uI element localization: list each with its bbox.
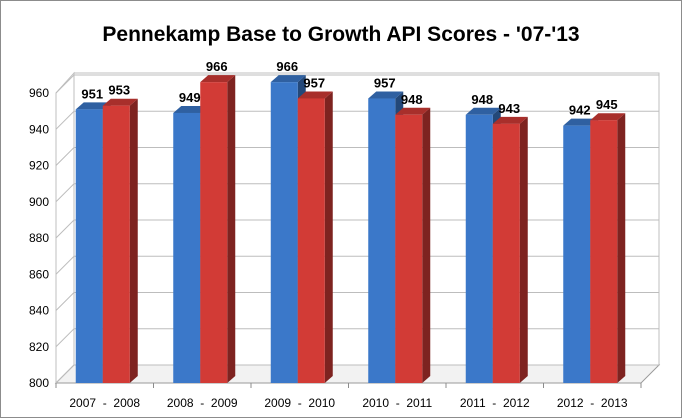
data-label: 949 <box>179 90 201 105</box>
bar-top <box>368 91 404 99</box>
bar-front <box>75 109 103 383</box>
y-axis-ticks: 800 820 840 860 880 900 920 940 960 <box>29 86 49 390</box>
gridline <box>55 147 659 166</box>
bar-top <box>75 102 111 110</box>
bar-front <box>270 82 298 383</box>
data-label: 945 <box>596 97 618 112</box>
bar <box>590 113 626 383</box>
bar-front <box>590 120 618 383</box>
x-tick-label: 2011 - 2012 <box>460 396 530 410</box>
x-tick-label: 2009 - 2010 <box>264 396 335 410</box>
bar <box>395 107 431 383</box>
bar-top <box>297 91 333 99</box>
data-label: 948 <box>471 92 493 107</box>
bar-front <box>200 82 228 383</box>
gridlines <box>55 74 659 384</box>
y-tick-label: 820 <box>29 340 49 354</box>
bar-side <box>227 75 236 383</box>
gridline <box>55 255 659 275</box>
gridline <box>55 183 659 203</box>
chart-title: Pennekamp Base to Growth API Scores - '0… <box>102 23 579 46</box>
bar-front <box>563 125 591 383</box>
x-tick-label: 2012 - 2013 <box>557 396 628 410</box>
bar-side <box>617 113 626 383</box>
bar-top <box>492 116 528 124</box>
y-tick-label: 960 <box>29 86 49 100</box>
bar-top <box>590 113 626 121</box>
bar-front <box>297 98 325 383</box>
bar-top <box>395 107 431 115</box>
side-wall <box>55 71 75 385</box>
gridline <box>55 110 659 130</box>
data-label: 957 <box>303 75 325 90</box>
bar-top <box>563 118 599 126</box>
y-tick-label: 860 <box>29 267 49 281</box>
x-tick-label: 2010 - 2011 <box>362 396 432 410</box>
bar-front <box>492 123 520 383</box>
data-label: 966 <box>206 59 228 74</box>
data-label: 953 <box>108 83 130 98</box>
bar <box>200 75 236 383</box>
data-labels: 951 953 949 966 966 957 957 948 948 943 942 945 <box>81 59 617 118</box>
bar-top <box>102 98 138 106</box>
bar-front <box>368 98 396 383</box>
bar-side <box>422 107 431 383</box>
bar <box>297 91 333 383</box>
bar-side <box>129 98 138 383</box>
data-label: 951 <box>81 86 103 101</box>
bar-top <box>173 105 209 113</box>
bar-front <box>395 114 423 383</box>
data-label: 942 <box>569 103 591 118</box>
bar-front <box>102 105 130 383</box>
bar <box>492 116 528 383</box>
data-label: 943 <box>498 101 520 116</box>
y-tick-label: 840 <box>29 304 49 318</box>
y-tick-label: 940 <box>29 122 49 136</box>
gridline <box>55 74 659 94</box>
bar-front <box>173 112 201 383</box>
data-label: 957 <box>374 75 396 90</box>
gridline <box>55 292 659 311</box>
bar-top <box>465 107 501 115</box>
gridline <box>55 328 659 348</box>
bar-top <box>270 75 306 83</box>
x-tick-label: 2007 - 2008 <box>69 396 140 410</box>
y-tick-label: 880 <box>29 231 49 245</box>
gridline <box>55 219 659 239</box>
y-tick-label: 900 <box>29 195 49 209</box>
x-tick-label: 2008 - 2009 <box>167 396 238 410</box>
bar-front <box>465 114 493 383</box>
gridline <box>55 364 659 384</box>
bar-side <box>519 116 528 383</box>
y-tick-label: 920 <box>29 159 49 173</box>
data-label: 966 <box>276 59 298 74</box>
bar-top <box>200 75 236 83</box>
bar-side <box>324 91 333 383</box>
bars <box>75 75 626 383</box>
bar <box>102 98 138 383</box>
data-label: 948 <box>401 92 423 107</box>
x-axis-ticks: 2007 - 2008 2008 - 2009 2009 - 2010 2010 - … <box>55 383 642 410</box>
y-tick-label: 800 <box>29 376 49 390</box>
